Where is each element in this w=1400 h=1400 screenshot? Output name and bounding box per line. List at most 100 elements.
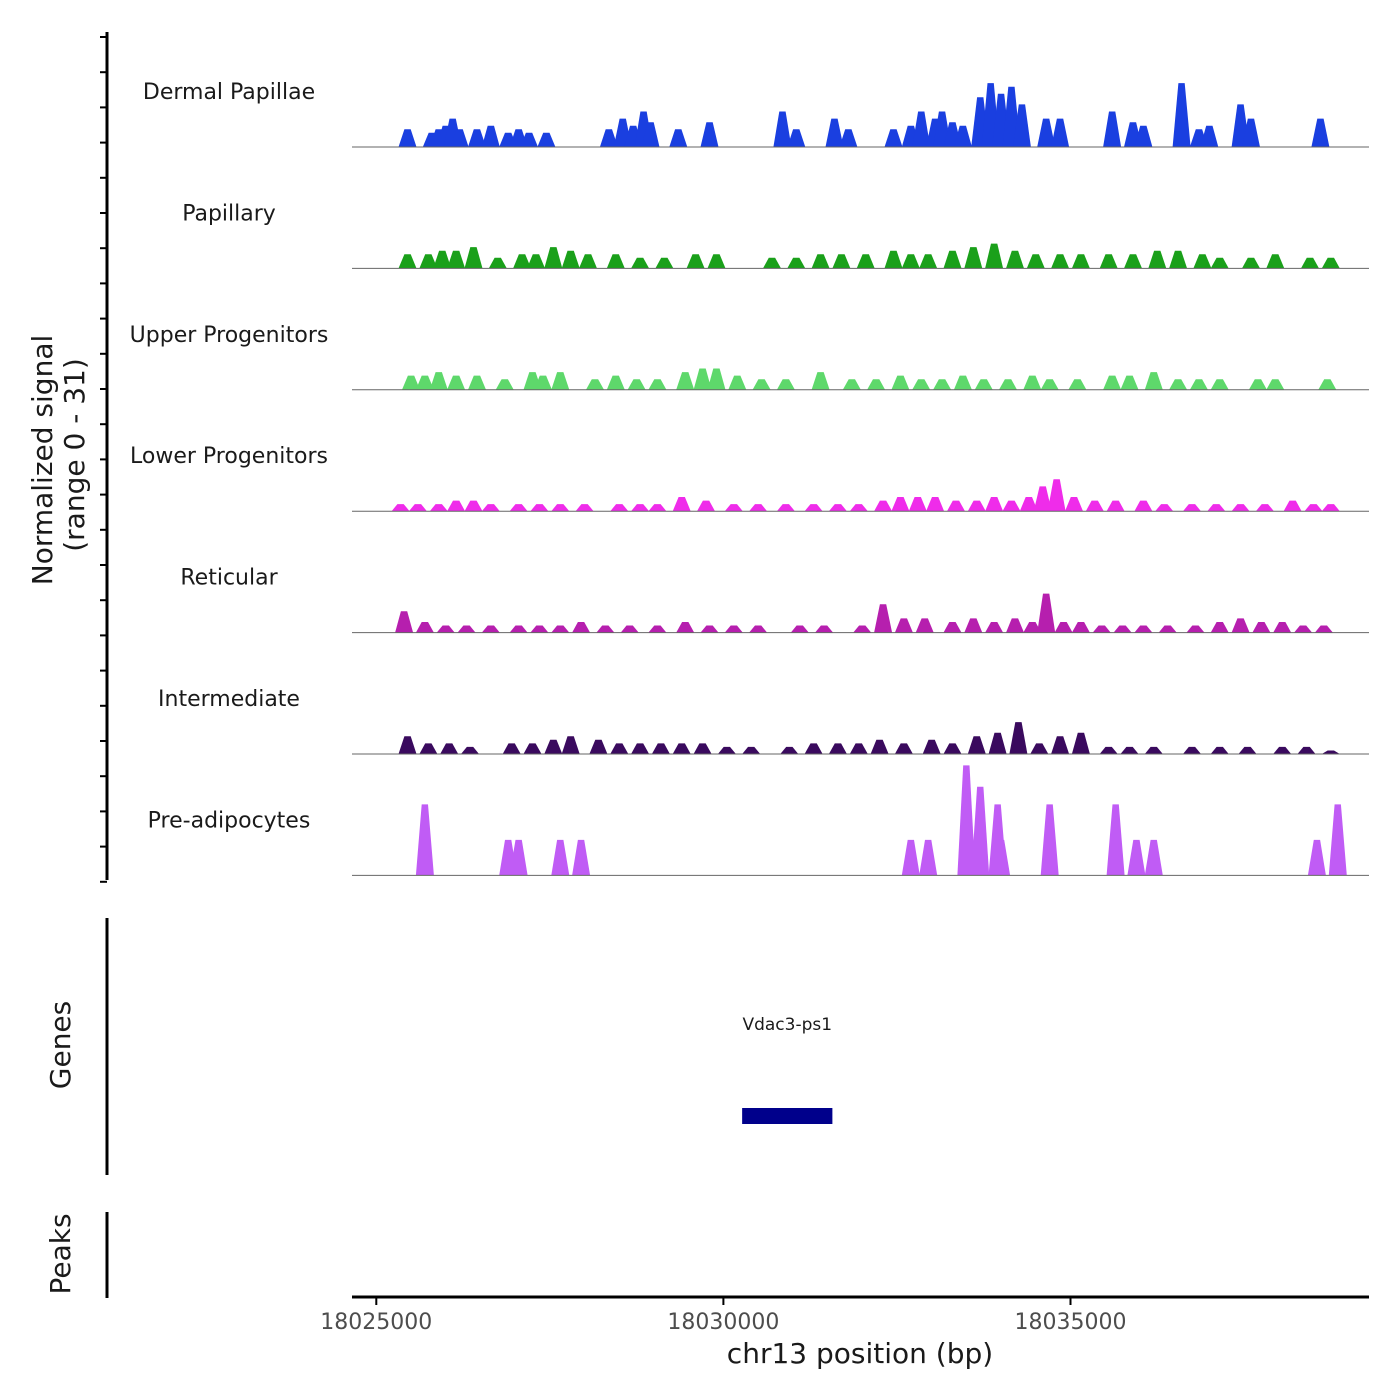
coverage-peak bbox=[912, 379, 931, 390]
coverage-peak bbox=[749, 625, 768, 633]
coverage-peak bbox=[596, 625, 615, 633]
coverage-peak bbox=[1092, 625, 1111, 633]
coverage-peak bbox=[967, 736, 986, 754]
coverage-peak bbox=[964, 618, 983, 633]
coverage-peak bbox=[631, 743, 650, 754]
coverage-peak bbox=[429, 504, 448, 512]
track-label: Intermediate bbox=[158, 687, 300, 712]
coverage-peak bbox=[398, 736, 417, 754]
coverage-peak bbox=[1134, 500, 1153, 512]
y-axis-title-line1: Normalized signal bbox=[26, 335, 59, 586]
coverage-peak bbox=[1301, 257, 1319, 269]
coverage-peak bbox=[867, 379, 886, 390]
coverage-peak bbox=[988, 732, 1007, 754]
coverage-peak bbox=[1200, 125, 1219, 147]
coverage-peak bbox=[919, 254, 938, 269]
coverage-peak bbox=[1037, 118, 1056, 147]
coverage-peak bbox=[395, 611, 414, 633]
coverage-peak bbox=[1183, 746, 1201, 754]
coverage-peak bbox=[884, 129, 903, 147]
coverage-peak bbox=[811, 372, 830, 390]
coverage-peak bbox=[1169, 250, 1188, 269]
coverage-peak bbox=[1030, 743, 1049, 754]
coverage-peak bbox=[586, 379, 604, 390]
coverage-peak bbox=[1037, 593, 1056, 633]
coverage-peak bbox=[943, 250, 962, 269]
coverage-peak bbox=[1169, 379, 1188, 390]
coverage-peak bbox=[856, 254, 875, 269]
coverage-peak bbox=[1068, 379, 1087, 390]
coverage-peak bbox=[1314, 625, 1333, 633]
coverage-peak bbox=[579, 254, 597, 269]
coverage-peak bbox=[1242, 257, 1260, 269]
coverage-peak bbox=[971, 786, 990, 876]
coverage-peak bbox=[908, 497, 927, 512]
coverage-peak bbox=[561, 736, 580, 754]
coverage-peak bbox=[901, 254, 920, 269]
coverage-peak bbox=[974, 379, 993, 390]
coverage-peak bbox=[520, 132, 538, 147]
coverage-peak bbox=[610, 504, 629, 512]
coverage-peak bbox=[509, 839, 528, 876]
coverage-peak bbox=[922, 739, 941, 754]
coverage-peak bbox=[1026, 254, 1045, 269]
coverage-peak bbox=[1134, 625, 1153, 633]
track-label: Dermal Papillae bbox=[143, 80, 315, 105]
coverage-peak bbox=[415, 622, 434, 633]
coverage-peak bbox=[1009, 722, 1028, 754]
coverage-peak bbox=[693, 368, 712, 390]
coverage-peak bbox=[631, 504, 650, 512]
x-tick-label: 18035000 bbox=[1015, 1310, 1127, 1335]
track-label: Upper Progenitors bbox=[130, 323, 329, 348]
coverage-peak bbox=[606, 375, 625, 390]
coverage-peak bbox=[1134, 125, 1153, 147]
coverage-peak bbox=[1023, 375, 1042, 390]
coverage-peak bbox=[513, 254, 532, 269]
coverage-peak bbox=[697, 500, 715, 512]
genes-panel: Genes Vdac3-ps1 bbox=[44, 918, 833, 1175]
track-label: Pre-adipocytes bbox=[148, 808, 311, 833]
coverage-peak bbox=[894, 618, 913, 633]
coverage-peak bbox=[672, 743, 691, 754]
coverage-peak bbox=[398, 254, 417, 269]
coverage-peak bbox=[402, 375, 420, 390]
coverage-peak bbox=[787, 129, 806, 147]
coverage-peak bbox=[1238, 746, 1257, 754]
coverage-peak bbox=[842, 379, 861, 390]
coverage-peak bbox=[457, 625, 476, 633]
coverage-peak bbox=[1248, 379, 1267, 390]
coverage-peak bbox=[1328, 804, 1347, 876]
coverage-peak bbox=[915, 618, 934, 633]
track-label: Lower Progenitors bbox=[130, 444, 328, 469]
coverage-peak bbox=[544, 739, 563, 754]
coverage-peak bbox=[1242, 118, 1260, 147]
coverage-peak bbox=[447, 375, 466, 390]
coverage-peak bbox=[1273, 746, 1292, 754]
coverage-peak bbox=[1321, 504, 1340, 512]
coverage-peak bbox=[433, 250, 452, 269]
coverage-peak bbox=[589, 739, 608, 754]
coverage-peak bbox=[884, 250, 903, 269]
gene-body bbox=[742, 1108, 833, 1124]
coverage-peak bbox=[551, 372, 570, 390]
coverage-peak bbox=[953, 375, 972, 390]
coverage-peak bbox=[1071, 622, 1090, 633]
coverage-peak bbox=[1321, 257, 1340, 269]
coverage-peak bbox=[464, 500, 483, 512]
coverage-peak bbox=[1006, 618, 1024, 633]
track-papillary: Papillary bbox=[182, 201, 1369, 269]
coverage-peak bbox=[398, 129, 417, 147]
coverage-peak bbox=[544, 247, 563, 269]
coverage-peak bbox=[391, 504, 410, 512]
coverage-peak bbox=[891, 497, 910, 512]
coverage-peak bbox=[551, 625, 570, 633]
coverage-peak bbox=[415, 375, 434, 390]
coverage-peak bbox=[724, 504, 743, 512]
coverage-peak bbox=[488, 257, 507, 269]
coverage-peak bbox=[1155, 504, 1174, 512]
coverage-peak bbox=[419, 743, 438, 754]
coverage-peak bbox=[1051, 254, 1070, 269]
coverage-y-axis bbox=[100, 32, 109, 883]
coverage-peak bbox=[1210, 622, 1229, 633]
coverage-peak bbox=[891, 375, 910, 390]
